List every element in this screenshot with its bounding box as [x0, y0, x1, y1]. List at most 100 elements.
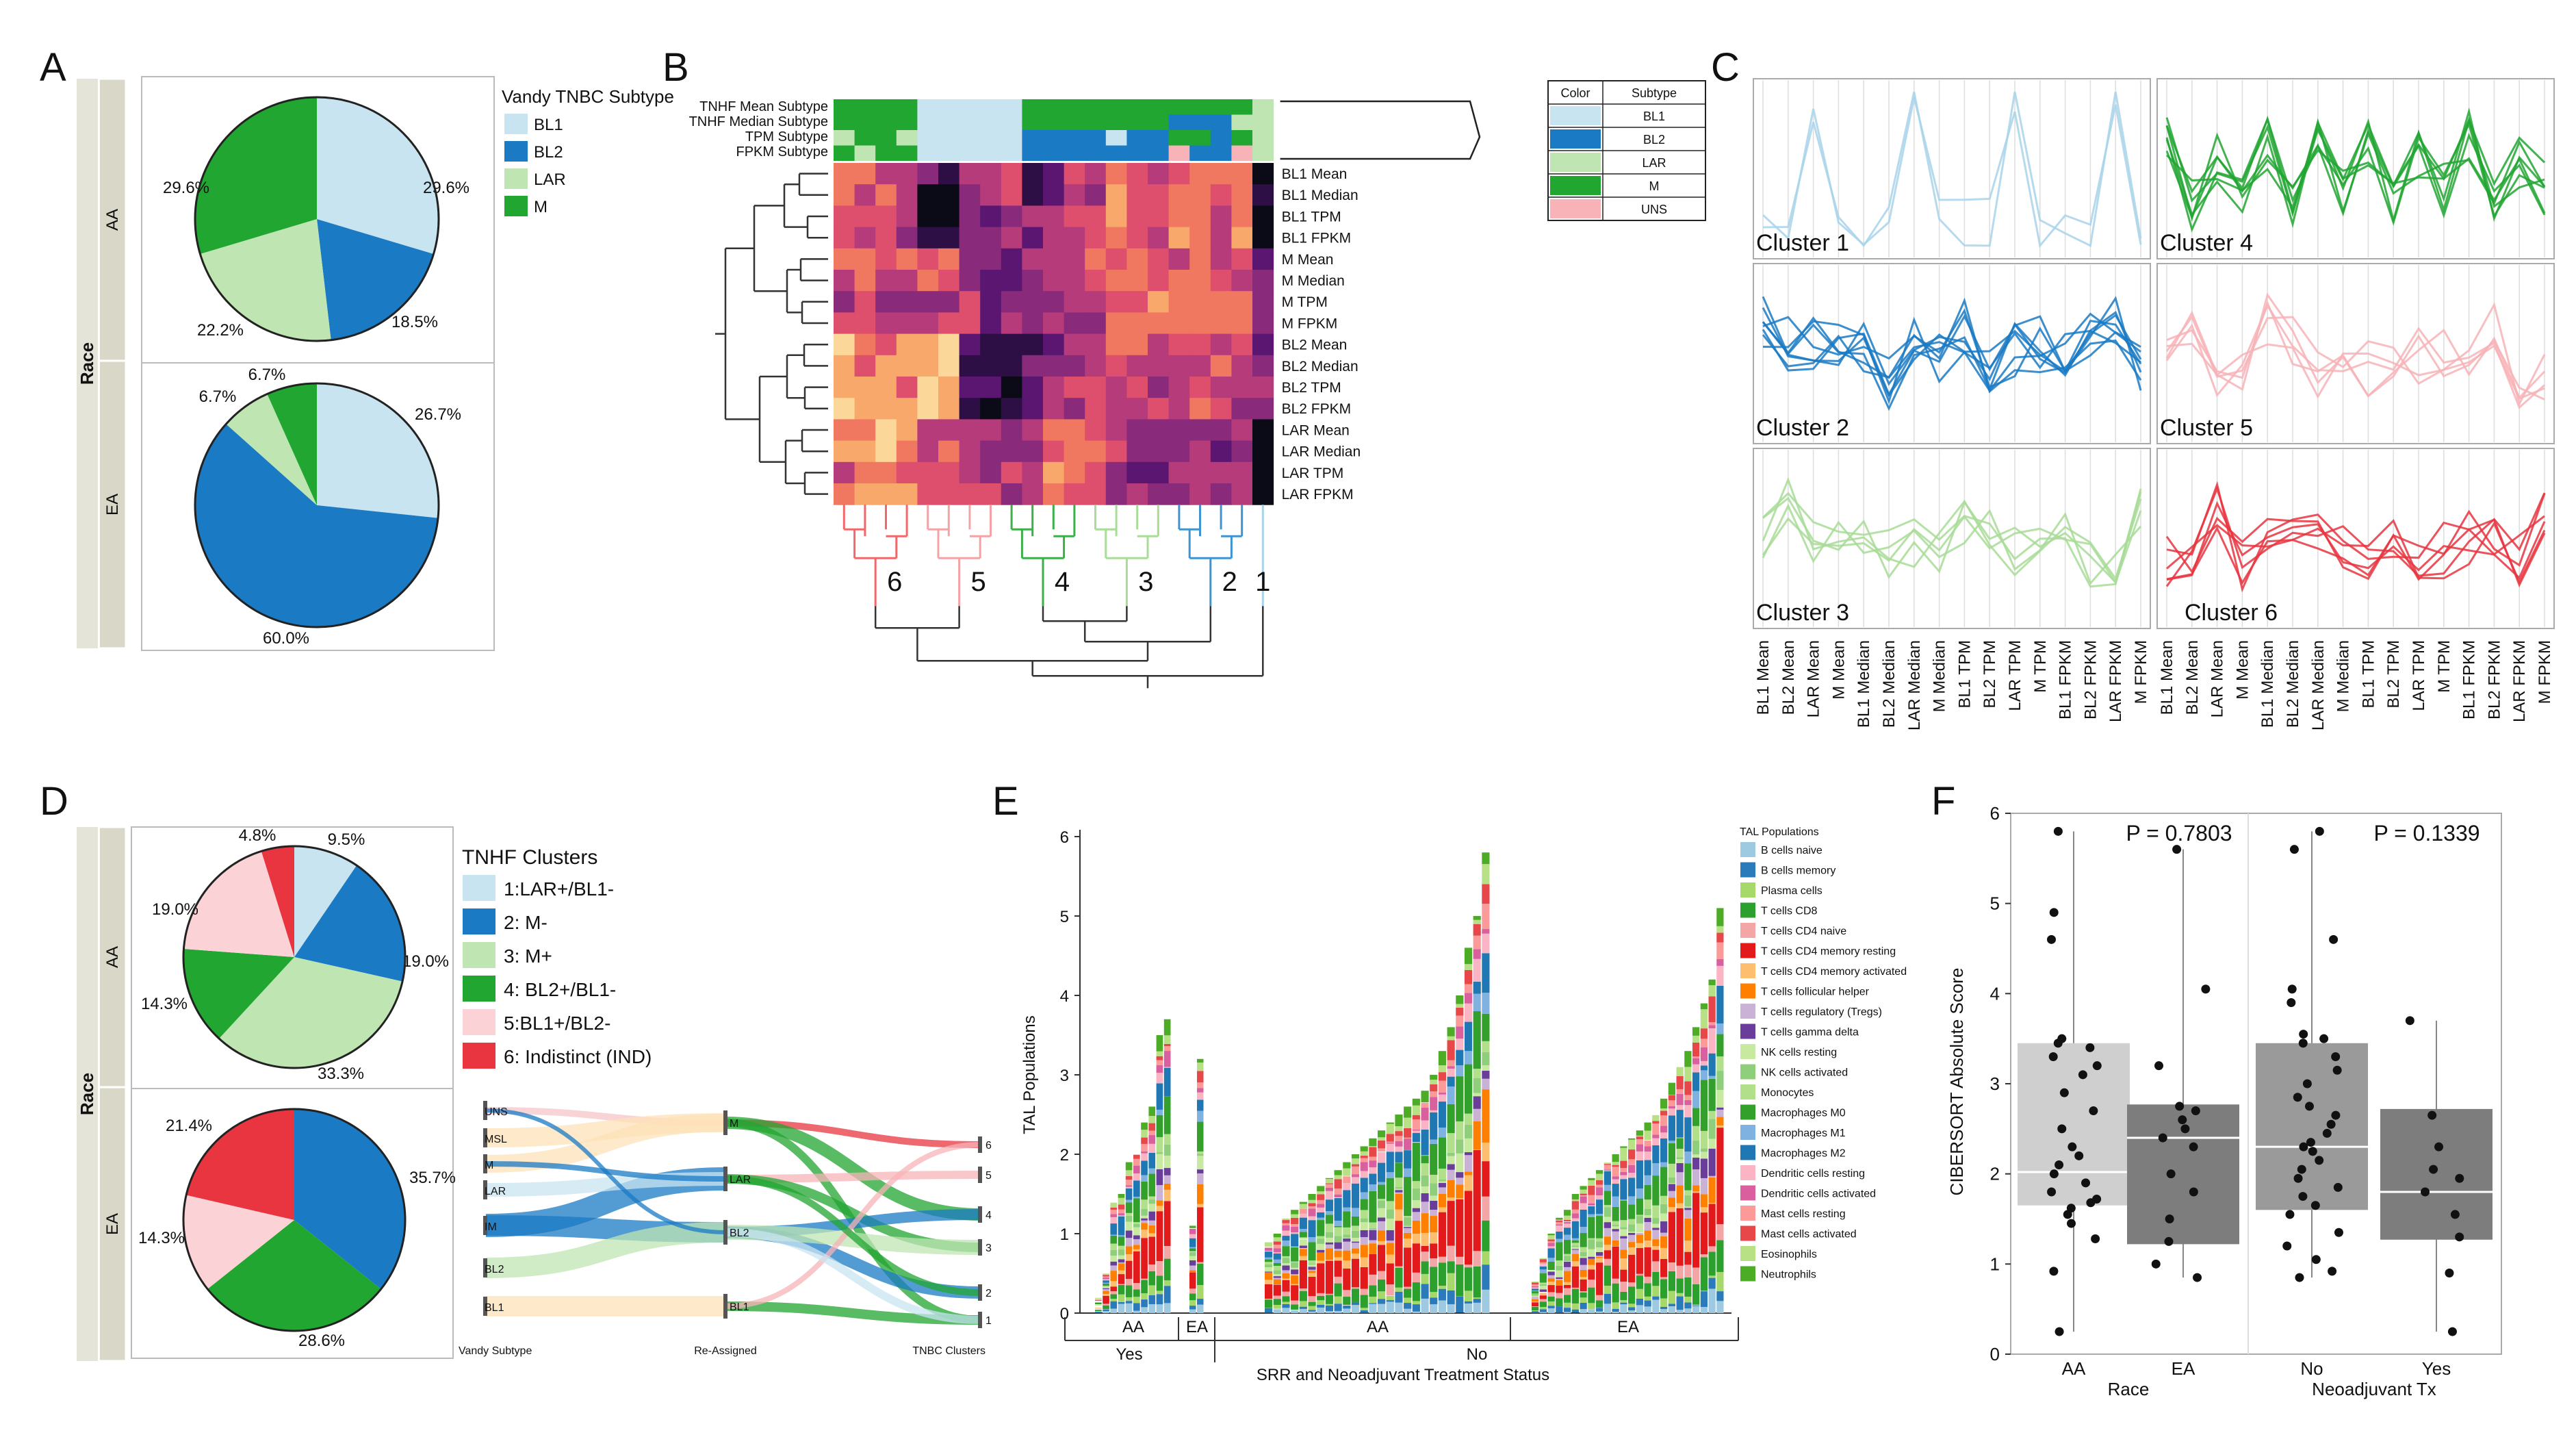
bar-segment	[1118, 1194, 1125, 1198]
bar-segment	[1351, 1248, 1360, 1254]
heatmap-top-cell	[917, 130, 939, 146]
bar-segment	[1141, 1153, 1148, 1161]
heatmap-cell	[938, 461, 960, 484]
bar-segment	[1369, 1160, 1377, 1168]
bar-segment	[1369, 1274, 1377, 1286]
heatmap-cell	[1085, 440, 1107, 463]
bar-segment	[1095, 1299, 1102, 1301]
pie-a-aa-pct-label: 29.6%	[163, 179, 209, 197]
bar-segment	[1482, 1052, 1490, 1065]
bars-legend-swatch	[1740, 862, 1755, 878]
heatmap-cell	[959, 184, 981, 206]
cluster-x-tick-label: LAR TPM	[2410, 640, 2428, 711]
bar-segment	[1668, 1184, 1675, 1191]
bar-segment	[1189, 1238, 1196, 1247]
heatmap-cell	[1126, 377, 1148, 398]
bar-segment	[1103, 1309, 1109, 1311]
bar-segment	[1125, 1186, 1133, 1188]
heatmap-cell	[1189, 163, 1211, 185]
bar-segment	[1308, 1263, 1316, 1265]
bar-segment	[1564, 1267, 1571, 1271]
bar-segment	[1125, 1185, 1133, 1187]
bar-segment	[1103, 1290, 1109, 1295]
box-data-point	[2074, 1151, 2084, 1160]
bar-segment	[1603, 1171, 1611, 1185]
bar-segment	[1668, 1106, 1675, 1109]
box-data-point	[2311, 1255, 2321, 1264]
heatmap-top-cell	[980, 114, 1002, 130]
bar-segment	[1148, 1143, 1156, 1153]
bar-segment	[1095, 1310, 1102, 1312]
heatmap-top-cell	[1064, 114, 1085, 130]
bar-segment	[1299, 1204, 1307, 1209]
bar-segment	[1676, 1162, 1684, 1173]
bar-segment	[1095, 1302, 1102, 1305]
bar-segment	[1133, 1297, 1140, 1303]
bar-segment	[1148, 1295, 1156, 1305]
sankey-node-left	[483, 1180, 487, 1199]
bar-segment	[1334, 1249, 1342, 1251]
bar-segment	[1588, 1249, 1595, 1257]
bar-segment	[1421, 1186, 1429, 1193]
bar-segment	[1110, 1256, 1118, 1262]
box-data-point	[2049, 908, 2059, 917]
heatmap-cell	[1168, 398, 1190, 420]
bar-segment	[1447, 1169, 1455, 1180]
bar-segment	[1421, 1120, 1429, 1130]
bar-segment	[1692, 1154, 1700, 1158]
bar-segment	[1351, 1164, 1360, 1167]
bar-segment	[1636, 1288, 1643, 1299]
bar-segment	[1189, 1251, 1196, 1256]
bar-segment	[1628, 1307, 1636, 1311]
bar-segment	[1308, 1264, 1316, 1267]
bar-segment	[1395, 1115, 1403, 1127]
bar-segment	[1612, 1167, 1619, 1177]
bar-segment	[1620, 1168, 1627, 1173]
bar-segment	[1197, 1110, 1204, 1122]
bar-segment	[1580, 1302, 1587, 1310]
panel-a-race-pies: AAEARace29.6%18.5%22.2%29.6%26.7%60.0%6.…	[77, 76, 674, 651]
bar-segment	[1596, 1195, 1603, 1200]
pie-d-legend-swatch	[463, 1043, 495, 1069]
bar-segment	[1334, 1221, 1342, 1226]
bars-group-label: EA	[1617, 1318, 1639, 1336]
bar-segment	[1596, 1300, 1603, 1308]
heatmap-cell	[875, 227, 897, 249]
bar-segment	[1197, 1299, 1204, 1305]
bar-segment	[1620, 1199, 1627, 1201]
bar-segment	[1421, 1102, 1429, 1108]
bar-segment	[1197, 1082, 1204, 1089]
bar-segment	[1539, 1273, 1547, 1283]
bar-segment	[1308, 1216, 1316, 1221]
bar-segment	[1556, 1279, 1563, 1280]
heatmap-cell	[938, 205, 960, 228]
bar-segment	[1395, 1141, 1403, 1147]
heatmap-top-cell	[1085, 145, 1107, 161]
bar-segment	[1603, 1265, 1611, 1286]
heatmap-cell	[1105, 398, 1127, 420]
bar-segment	[1133, 1222, 1140, 1224]
bar-segment	[1539, 1269, 1547, 1273]
heatmap-cell	[1210, 163, 1232, 185]
box-facet-title: Race	[2108, 1379, 2150, 1399]
heatmap-cell	[1105, 333, 1127, 356]
bar-segment	[1291, 1214, 1299, 1218]
bar-segment	[1125, 1180, 1133, 1186]
bar-segment	[1351, 1174, 1360, 1178]
bar-segment	[1282, 1218, 1290, 1221]
pie-a-ea-pct-label: 26.7%	[415, 405, 461, 424]
bar-segment	[1580, 1291, 1587, 1293]
bar-segment	[1603, 1228, 1611, 1237]
bar-segment	[1412, 1181, 1420, 1188]
bar-segment	[1118, 1235, 1125, 1237]
box-category-label: AA	[2062, 1358, 2086, 1379]
bar-segment	[1580, 1186, 1587, 1190]
bar-segment	[1351, 1258, 1360, 1288]
bar-segment	[1197, 1071, 1204, 1083]
bar-segment	[1118, 1262, 1125, 1264]
bar-segment	[1456, 1076, 1464, 1121]
heatmap-cell	[1252, 483, 1274, 505]
bar-segment	[1438, 1182, 1447, 1188]
heatmap-cell	[959, 333, 981, 356]
sankey-flow	[725, 1175, 981, 1296]
